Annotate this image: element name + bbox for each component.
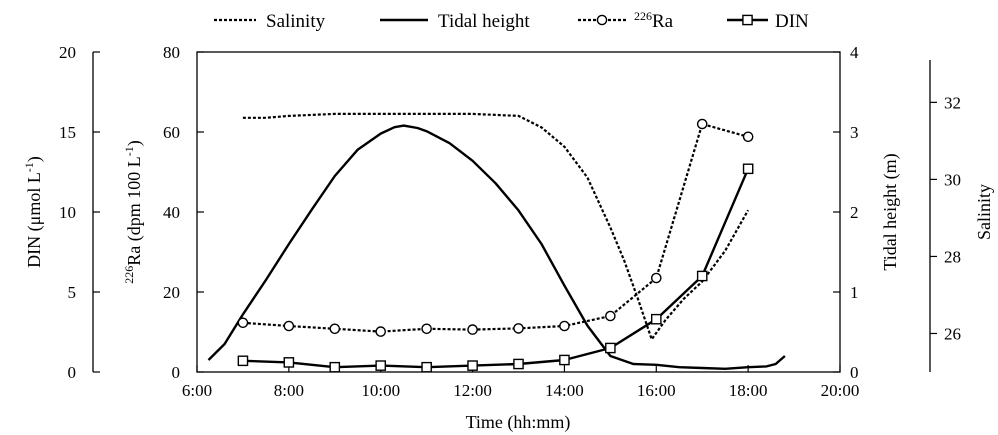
x-tick-label: 18:00 <box>729 381 768 400</box>
x-tick-label: 8:00 <box>274 381 304 400</box>
tide-tick-label: 3 <box>850 123 859 142</box>
ra-point <box>375 326 387 337</box>
din-point <box>421 361 432 373</box>
ra-point <box>650 272 662 284</box>
ra-point <box>559 320 570 332</box>
legend-label: Salinity <box>266 11 326 32</box>
din-tick-label: 20 <box>59 43 76 62</box>
din-tick-label: 15 <box>59 123 76 142</box>
din-point <box>237 355 249 367</box>
tide-series-line <box>207 124 786 370</box>
din-point <box>742 163 754 175</box>
din-point <box>605 342 616 354</box>
ra-point <box>605 310 616 322</box>
din-tick-label: 5 <box>68 283 77 302</box>
ra-axis-title: 226Ra (dpm 100 L-1) <box>122 140 145 284</box>
legend-label: Tidal height <box>438 11 530 32</box>
x-tick-label: 10:00 <box>361 381 400 400</box>
din-point <box>696 270 708 282</box>
tide-tick-label: 2 <box>850 203 859 222</box>
din-point <box>375 360 387 371</box>
salinity-tick-label: 26 <box>944 324 961 343</box>
legend-label: DIN <box>775 11 809 32</box>
x-tick-label: 20:00 <box>821 381 860 400</box>
ticks-layer: 6:00 8:00 10:00 12:00 14:00 16:00 18:00 20:0005… <box>59 43 961 400</box>
din-point <box>329 361 341 373</box>
ra-tick-label: 60 <box>163 123 180 142</box>
salinity-tick-label: 28 <box>944 247 961 266</box>
tide-axis-title: Tidal height (m) <box>880 153 901 270</box>
din-series-line <box>242 168 750 369</box>
din-point <box>283 357 295 368</box>
salinity-tick-label: 30 <box>944 170 961 189</box>
ra-point <box>421 323 432 335</box>
ra-axis-title-main: Ra (dpm 100 L <box>124 156 145 266</box>
salinity-axis-title: Salinity <box>974 184 994 240</box>
salinity-series-line <box>242 112 750 341</box>
din-axis-title-tail: ) <box>24 156 45 162</box>
tide-tick-label: 0 <box>850 363 859 382</box>
ra-point <box>696 118 708 130</box>
legend-marker <box>596 14 608 26</box>
ra-point <box>283 320 295 332</box>
tide-tick-label: 1 <box>850 283 859 302</box>
x-tick-label: 12:00 <box>453 381 492 400</box>
din-tick-label: 0 <box>68 363 77 382</box>
ra-point <box>513 323 524 334</box>
x-tick-label: 16:00 <box>637 381 676 400</box>
ra-tick-label: 0 <box>172 363 181 382</box>
x-axis-title: Time (hh:mm) <box>466 412 571 433</box>
x-tick-label: 14:00 <box>545 381 584 400</box>
din-axis-title: DIN (μmol L-1) <box>22 156 45 268</box>
din-point <box>559 354 570 366</box>
ra-point <box>329 323 341 335</box>
x-tick-label: 6:00 <box>182 381 212 400</box>
din-axis-title-sup: -1 <box>22 162 36 172</box>
ra-axis-title-tail: ) <box>124 140 145 146</box>
ra-axis-title-sup2: -1 <box>122 146 136 156</box>
ra-point <box>237 317 249 329</box>
ra-point <box>467 324 478 335</box>
ra-tick-label: 40 <box>163 203 180 222</box>
ra-series-line <box>242 122 749 333</box>
ra-point <box>742 131 754 143</box>
din-point <box>513 358 524 370</box>
din-axis-title-main: DIN (μmol L <box>24 172 45 268</box>
ra-axis-title-sup: 226 <box>122 266 136 284</box>
salinity-tick-label: 32 <box>944 93 961 112</box>
din-point <box>650 313 662 325</box>
legend-marker <box>742 14 753 26</box>
ra-tick-label: 20 <box>163 283 180 302</box>
legend-layer: Salinity Tidal height 226Ra DIN <box>214 9 809 32</box>
legend-label: 226Ra <box>634 9 674 32</box>
series-layer <box>207 112 786 373</box>
din-point <box>467 360 478 371</box>
din-tick-label: 10 <box>59 203 76 222</box>
tide-tick-label: 4 <box>850 43 859 62</box>
ra-tick-label: 80 <box>163 43 180 62</box>
